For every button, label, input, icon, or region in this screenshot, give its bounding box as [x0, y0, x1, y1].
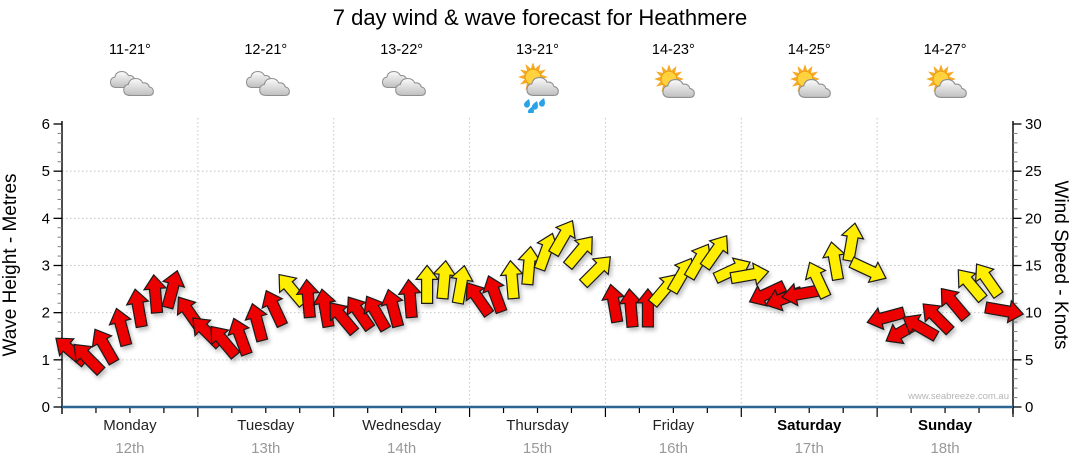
wind-arrow — [244, 302, 269, 343]
wind-arrow — [414, 264, 440, 304]
wind-arrow — [125, 288, 150, 329]
day-date-label: 13th — [251, 440, 281, 457]
cloudy-icon — [245, 70, 290, 97]
wind-arrow — [346, 296, 376, 333]
day-temp-range: 13-21° — [516, 42, 559, 58]
page-title: 7 day wind & wave forecast for Heathmere — [332, 5, 748, 30]
partly-cloudy-icon — [790, 64, 832, 99]
day-name-label: Wednesday — [362, 417, 442, 434]
left-tick-label: 6 — [42, 116, 50, 133]
wind-arrow — [161, 269, 186, 310]
wind-arrow — [465, 282, 495, 319]
day-temp-range: 11-21° — [109, 42, 151, 58]
wind-arrow — [547, 219, 576, 258]
wind-arrow-band — [55, 219, 1025, 377]
wind-arrow — [397, 278, 422, 319]
icon-shape — [123, 77, 154, 97]
wind-arrow — [984, 299, 1025, 324]
wind-arrow — [957, 269, 988, 304]
wind-arrow — [848, 256, 887, 284]
wind-arrow — [902, 314, 940, 342]
wind-arrow — [449, 264, 474, 305]
day-name-label: Monday — [103, 417, 157, 434]
wind-arrow — [804, 261, 832, 300]
wind-arrow — [295, 278, 321, 319]
left-tick-label: 5 — [42, 163, 50, 180]
left-tick-label: 0 — [42, 399, 50, 416]
day-date-label: 15th — [522, 440, 553, 457]
day-date-label: 16th — [658, 440, 688, 457]
day-date-label: 12th — [115, 440, 145, 457]
day-date-label: 18th — [930, 440, 960, 457]
wind-arrow — [499, 259, 524, 300]
right-tick-label: 30 — [1025, 116, 1042, 133]
icon-shape — [531, 100, 538, 110]
right-tick-label: 20 — [1025, 210, 1042, 227]
wind-arrow — [481, 275, 508, 315]
left-tick-label: 4 — [42, 210, 50, 227]
left-tick-label: 1 — [42, 352, 50, 369]
wind-arrow — [866, 306, 907, 331]
day-name-label: Sunday — [917, 417, 973, 434]
wind-arrow — [227, 317, 253, 357]
wind-arrow — [562, 236, 593, 271]
wind-arrow — [91, 328, 120, 366]
cloudy-icon — [109, 70, 154, 97]
day-date-label: 17th — [794, 440, 824, 457]
wind-arrow — [729, 262, 770, 287]
wind-arrow — [142, 273, 168, 314]
wind-arrow — [329, 302, 360, 337]
right-axis-title: Wind Speed - Knots — [1050, 181, 1071, 350]
wind-arrow — [601, 283, 626, 324]
right-tick-label: 10 — [1025, 305, 1042, 322]
wind-arrow — [922, 303, 955, 336]
left-axis-title: Wave Height - Metres — [0, 173, 21, 356]
day-name-label: Tuesday — [237, 417, 295, 434]
wind-arrow — [261, 289, 289, 329]
icon-shape — [394, 77, 426, 97]
partly-cloudy-icon — [926, 64, 967, 99]
wind-arrow — [380, 288, 405, 329]
wind-arrow — [974, 263, 1004, 300]
wind-arrow — [821, 241, 846, 282]
left-tick-label: 2 — [42, 305, 50, 322]
wind-arrow — [699, 234, 729, 271]
watermark: www.seabreeze.com.au — [908, 391, 1009, 402]
left-tick-label: 3 — [42, 258, 50, 275]
cloudy-icon — [381, 70, 426, 97]
day-temp-range: 14-25° — [787, 42, 831, 58]
icon-shape — [662, 78, 696, 99]
day-name-label: Friday — [652, 417, 695, 434]
day-name-label: Saturday — [777, 417, 842, 434]
day-temp-range: 13-22° — [380, 42, 424, 58]
right-tick-label: 25 — [1025, 163, 1042, 180]
day-temp-range: 14-23° — [651, 42, 695, 58]
wind-arrow — [840, 222, 865, 263]
day-temp-range: 14-27° — [923, 42, 967, 58]
day-date-label: 14th — [387, 440, 417, 457]
icon-shape — [525, 76, 559, 97]
day-temp-range: 12-21° — [244, 42, 288, 58]
right-tick-label: 15 — [1025, 258, 1042, 275]
icon-shape — [523, 98, 530, 108]
day-name-label: Thursday — [506, 417, 569, 434]
wind-arrow — [578, 256, 612, 289]
sun-showers-icon — [517, 63, 559, 113]
wind-arrow — [210, 325, 241, 360]
icon-shape — [798, 78, 832, 99]
icon-shape — [538, 97, 545, 107]
wind-arrow — [312, 288, 337, 329]
icon-shape — [934, 78, 967, 99]
wind-arrow — [73, 343, 106, 377]
icon-shape — [527, 105, 534, 113]
icon-shape — [258, 77, 290, 97]
partly-cloudy-icon — [654, 64, 696, 99]
right-tick-label: 0 — [1025, 399, 1033, 416]
wind-arrow — [940, 287, 971, 323]
right-tick-label: 5 — [1025, 352, 1033, 369]
wind-arrow — [108, 307, 133, 348]
